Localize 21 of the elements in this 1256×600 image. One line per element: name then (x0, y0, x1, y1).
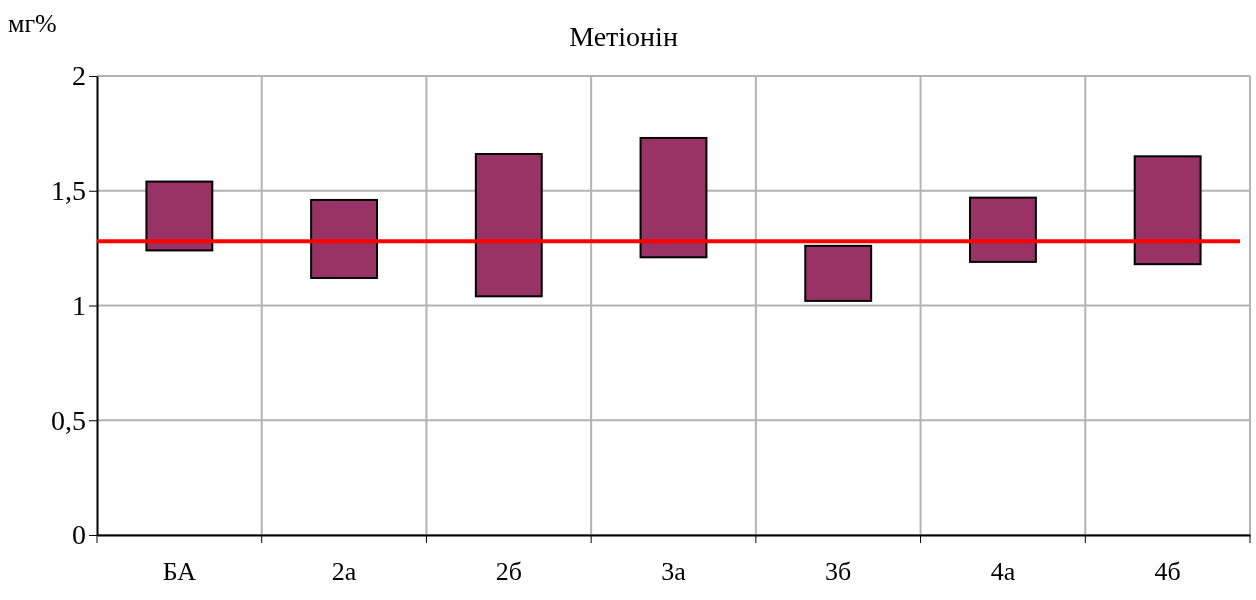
y-tick-label: 1,5 (51, 175, 86, 207)
chart-title: Метіонін (569, 21, 678, 52)
bar (310, 198, 379, 279)
x-tick-label: 4б (1154, 556, 1181, 586)
x-tick-label: 4а (990, 556, 1016, 586)
y-tick-label: 0 (72, 519, 86, 551)
bar (639, 136, 708, 259)
bar (145, 180, 214, 252)
y-tick-label: 0,5 (51, 404, 86, 436)
y-tick-label: 1 (72, 289, 86, 321)
x-tick-label: 2а (331, 556, 357, 586)
bar (804, 244, 873, 302)
x-tick-label: 3б (825, 556, 852, 586)
bar (1133, 155, 1202, 266)
bar (968, 196, 1037, 263)
bar (474, 153, 543, 298)
x-tick-label: БА (162, 556, 197, 586)
y-tick-label: 2 (72, 60, 86, 92)
x-tick-label: 3а (661, 556, 687, 586)
y-axis-title: мг% (8, 9, 57, 38)
x-tick-label: 2б (495, 556, 522, 586)
